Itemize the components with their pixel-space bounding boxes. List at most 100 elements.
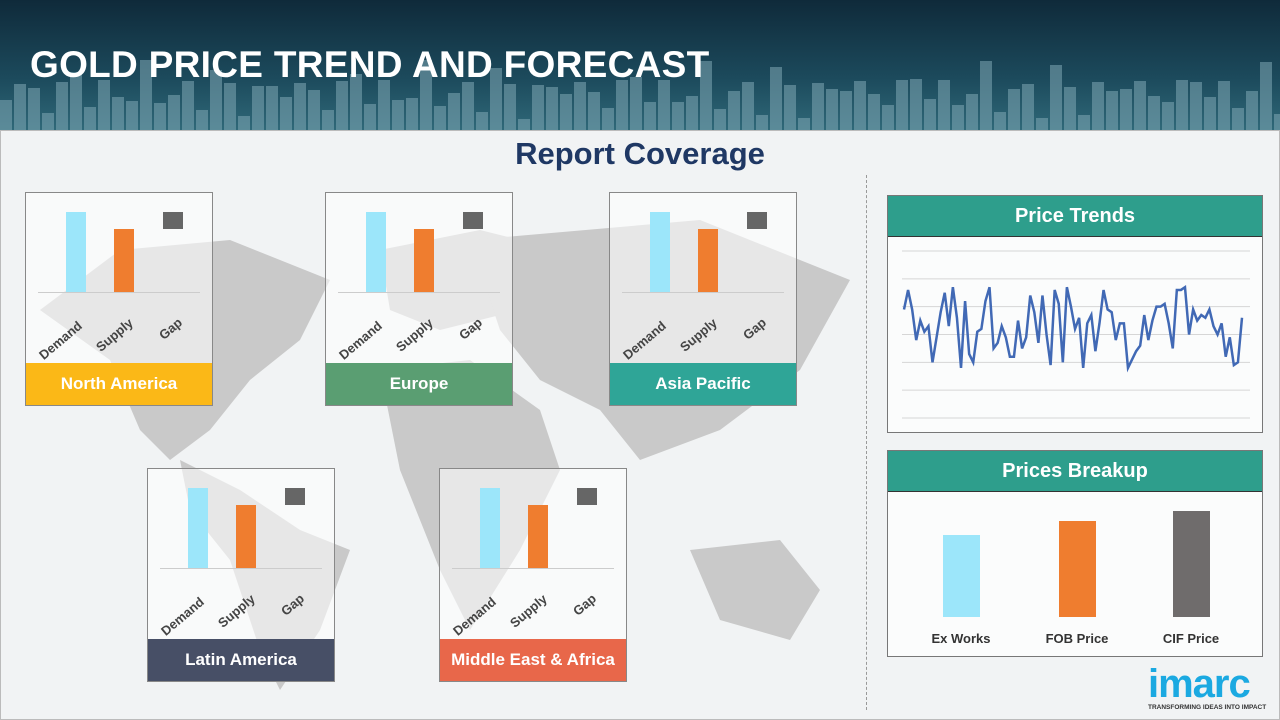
skyline-building	[574, 82, 586, 130]
skyline-building	[504, 83, 516, 130]
baseline	[622, 292, 784, 293]
skyline-building	[980, 61, 992, 130]
skyline-building	[1260, 62, 1272, 130]
skyline-building	[672, 102, 684, 130]
skyline-building	[182, 80, 194, 130]
region-label: Asia Pacific	[610, 363, 796, 405]
skyline-building	[126, 100, 138, 130]
region-card: Demand Supply Gap Europe	[325, 192, 513, 406]
demand-label: Demand	[36, 318, 85, 363]
header-banner: GOLD PRICE TREND AND FORECAST	[0, 0, 1280, 130]
skyline-building	[924, 98, 936, 130]
skyline-building	[350, 74, 362, 130]
demand-label: Demand	[620, 318, 669, 363]
skyline-building	[1022, 83, 1034, 130]
price-trend-chart	[902, 250, 1250, 419]
skyline-building	[658, 80, 670, 130]
supply-label: Supply	[507, 591, 550, 631]
skyline-building	[560, 94, 572, 130]
supply-bar	[528, 505, 548, 568]
skyline-building	[336, 81, 348, 130]
skyline-building	[294, 83, 306, 130]
price-breakup-label: Ex Works	[931, 631, 991, 646]
demand-label: Demand	[450, 594, 499, 639]
skyline-building	[602, 107, 614, 130]
page-title: GOLD PRICE TREND AND FORECAST	[30, 44, 710, 85]
skyline-building	[1036, 118, 1048, 130]
supply-label: Supply	[215, 591, 258, 631]
region-label: Middle East & Africa	[440, 639, 626, 681]
skyline-building	[546, 87, 558, 130]
skyline-building	[420, 60, 432, 130]
skyline-building	[0, 100, 12, 130]
skyline-building	[434, 105, 446, 130]
price-trends-title: Price Trends	[888, 196, 1262, 237]
demand-bar	[366, 212, 386, 292]
skyline-building	[1204, 96, 1216, 130]
skyline-building	[742, 82, 754, 130]
region-label: Latin America	[148, 639, 334, 681]
prices-breakup-title: Prices Breakup	[888, 451, 1262, 492]
supply-bar	[414, 229, 434, 292]
gap-bar	[463, 212, 483, 229]
price-breakup-label: CIF Price	[1162, 631, 1220, 646]
skyline-building	[1050, 65, 1062, 130]
skyline-building	[1190, 81, 1202, 130]
skyline-building	[1092, 82, 1104, 130]
baseline	[452, 568, 614, 569]
baseline	[160, 568, 322, 569]
skyline-building	[196, 109, 208, 130]
skyline-building	[728, 90, 740, 130]
demand-label: Demand	[158, 594, 207, 639]
skyline-building	[826, 89, 838, 130]
skyline-building	[854, 81, 866, 130]
demand-bar	[66, 212, 86, 292]
skyline-building	[812, 83, 824, 130]
price-trends-panel: Price Trends	[887, 195, 1263, 433]
skyline-building	[896, 80, 908, 130]
skyline-building	[308, 89, 320, 130]
skyline-building	[322, 110, 334, 130]
skyline-building	[840, 91, 852, 130]
skyline-building	[1120, 88, 1132, 130]
skyline-building	[252, 86, 264, 130]
skyline-building	[1218, 80, 1230, 130]
skyline-building	[686, 95, 698, 130]
imarc-logo: imarc TRANSFORMING IDEAS INTO IMPACT	[1148, 662, 1267, 711]
skyline-building	[266, 85, 278, 130]
baseline	[38, 292, 200, 293]
skyline-building	[518, 119, 530, 130]
gap-bar	[577, 488, 597, 505]
gap-bar	[747, 212, 767, 229]
skyline-building	[168, 95, 180, 130]
skyline-building	[994, 111, 1006, 130]
skyline-building	[210, 70, 222, 130]
report-coverage-title: Report Coverage	[515, 136, 765, 171]
supply-bar	[236, 505, 256, 568]
skyline-building	[1148, 95, 1160, 130]
region-card: Demand Supply Gap North America	[25, 192, 213, 406]
skyline-building	[28, 87, 40, 130]
supply-bar	[114, 229, 134, 292]
skyline-building	[784, 85, 796, 130]
divider	[866, 175, 867, 710]
skyline-building	[364, 104, 376, 130]
gap-bar	[163, 212, 183, 229]
price-breakup-bar	[1173, 511, 1210, 617]
skyline-building	[700, 60, 712, 130]
skyline-building	[1078, 115, 1090, 130]
skyline-building	[1246, 91, 1258, 130]
price-breakup-bar	[1059, 521, 1096, 617]
skyline-building	[238, 116, 250, 130]
supply-bar	[698, 229, 718, 292]
skyline-building	[448, 92, 460, 130]
price-trend-line	[902, 284, 1244, 373]
skyline-building	[756, 115, 768, 130]
prices-breakup-panel: Prices Breakup Ex Works FOB Price CIF Pric…	[887, 450, 1263, 657]
skyline-building	[966, 93, 978, 130]
gap-label: Gap	[570, 590, 600, 619]
skyline-building	[1162, 102, 1174, 130]
skyline-building	[910, 79, 922, 130]
skyline-building	[1134, 80, 1146, 130]
skyline-building	[770, 66, 782, 130]
